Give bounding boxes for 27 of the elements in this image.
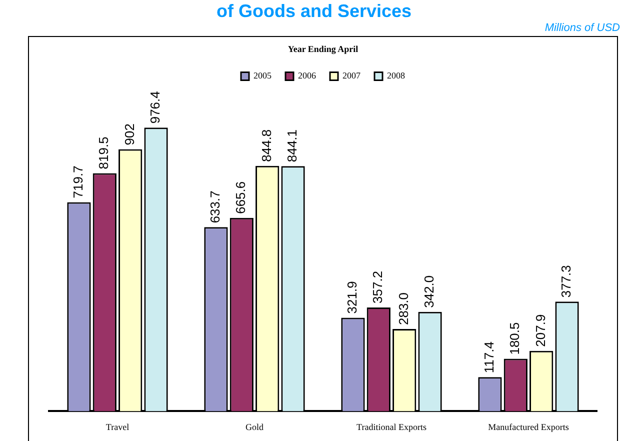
data-label: 819.5 [96, 136, 112, 170]
x-tick-label: Travel [106, 422, 130, 432]
data-label: 719.7 [70, 166, 86, 198]
data-label: 665.6 [233, 181, 248, 214]
x-tick-label: Manufactured Exports [488, 422, 570, 432]
legend-title: Year Ending April [288, 44, 359, 54]
data-label: 844.8 [258, 129, 274, 162]
data-label: 633.7 [208, 190, 223, 224]
data-label: 321.9 [344, 281, 360, 314]
data-label: 844.1 [284, 130, 300, 162]
legend-label: 2006 [298, 70, 316, 81]
legend-label: 2005 [254, 70, 272, 81]
data-label: 342.0 [422, 275, 437, 308]
data-label: 117.4 [482, 342, 497, 374]
data-label: 377.3 [558, 265, 574, 298]
data-label: 180.5 [507, 322, 522, 355]
data-label: 357.2 [370, 270, 386, 304]
chart-title: of Goods and Services [215, 0, 413, 22]
x-tick-label: Traditional Exports [356, 422, 427, 432]
legend-label: 2008 [387, 70, 406, 81]
data-label: 902 [122, 124, 137, 146]
legend-label: 2007 [342, 70, 361, 81]
data-label: 283.0 [396, 292, 411, 326]
x-tick-label: Gold [246, 422, 264, 432]
data-label: 976.4 [148, 91, 163, 124]
data-label: 207.9 [532, 314, 548, 347]
chart-subtitle: Millions of USD [544, 22, 620, 34]
